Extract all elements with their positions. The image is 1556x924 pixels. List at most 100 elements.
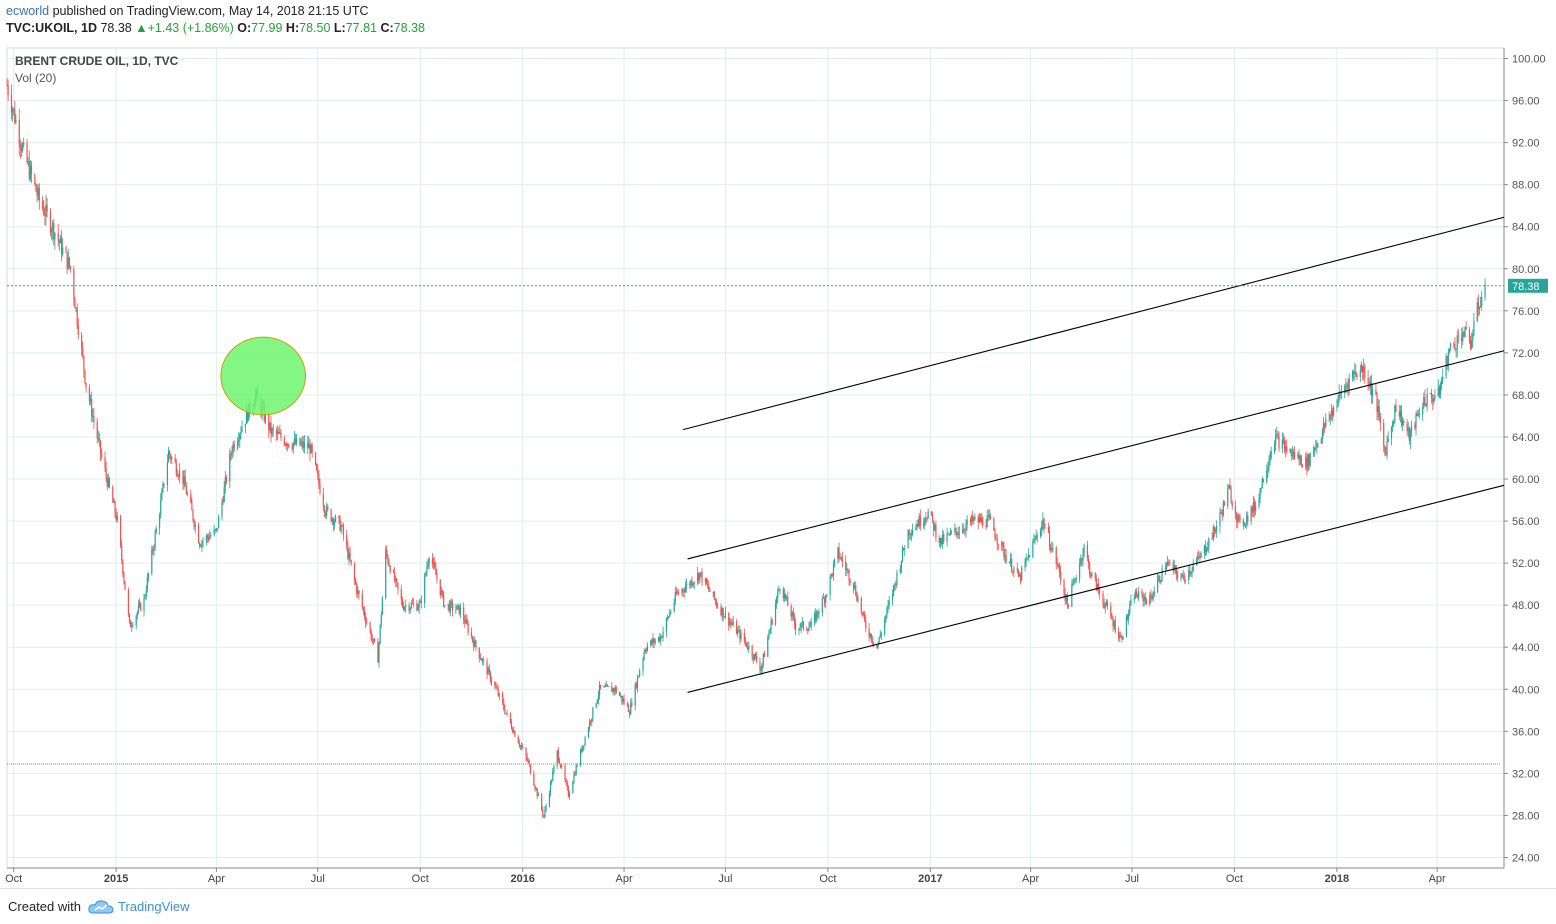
candle-body (120, 515, 122, 546)
candle-body (1216, 526, 1218, 532)
candle-body (855, 585, 857, 596)
drawing-annotations[interactable] (7, 216, 1505, 765)
candle-body (1065, 594, 1067, 601)
candle-body (506, 712, 508, 714)
tradingview-cloud-icon (88, 899, 114, 920)
candle-body (520, 745, 523, 748)
candle-body (1251, 507, 1253, 513)
candle-body (1237, 515, 1239, 522)
candle-body (465, 619, 467, 624)
candle-body (1353, 371, 1355, 374)
candle-body (206, 535, 209, 538)
candle-body (1338, 392, 1340, 401)
candle-body (449, 601, 451, 612)
candle-body (1364, 366, 1366, 378)
candle-body (411, 603, 414, 605)
candle-body (1221, 512, 1223, 516)
candle-body (957, 532, 959, 535)
candle-body (1200, 552, 1202, 558)
candle-body (310, 444, 312, 454)
candle-body (1149, 594, 1151, 604)
candle-body (1156, 580, 1159, 593)
candle-body (6, 84, 8, 86)
candle-body (611, 686, 613, 692)
candle-body (498, 693, 500, 696)
candle-body (1110, 606, 1112, 617)
candle-body (1395, 405, 1397, 412)
candle-body (1009, 558, 1012, 564)
candle-body (527, 760, 529, 762)
candle-body (1032, 541, 1034, 558)
candle-body (689, 583, 691, 586)
candle-body (768, 633, 770, 639)
candle-body (856, 595, 858, 601)
candle-body (420, 600, 422, 604)
candle-body (395, 578, 397, 581)
candle-body (996, 539, 998, 544)
candle-body (818, 612, 820, 614)
candle-body (787, 596, 789, 606)
candle-body (239, 434, 241, 441)
candle-body (865, 620, 867, 629)
legend-title[interactable]: BRENT CRUDE OIL, 1D, TVC (15, 54, 179, 68)
y-tick-label: 24.00 (1512, 852, 1540, 864)
candle-body (1316, 443, 1318, 448)
candle-body (1377, 406, 1379, 413)
candle-body (104, 457, 106, 468)
candle-body (268, 414, 270, 431)
candle-body (1437, 387, 1439, 396)
candle-body (105, 467, 107, 477)
candle-body (114, 501, 116, 514)
candle-body (763, 653, 766, 657)
candle-body (1434, 395, 1436, 399)
candle-body (44, 214, 46, 217)
candle-body (544, 809, 546, 817)
candle-body (1083, 544, 1085, 554)
y-axis[interactable]: 24.00 28.00 32.00 36.00 40.00 44.00 48.00 52.00… (1503, 48, 1548, 868)
candle-body (1189, 570, 1191, 574)
candle-body (1422, 407, 1424, 415)
tradingview-link[interactable]: TradingView (118, 899, 190, 914)
candle-body (821, 598, 823, 613)
candle-body (1314, 448, 1316, 452)
candle-body (831, 573, 833, 576)
candle-body (1227, 488, 1229, 506)
candle-body (1410, 425, 1413, 431)
candle-body (1143, 597, 1145, 602)
candle-body (639, 670, 641, 677)
candle-body (1021, 567, 1023, 581)
candle-body (288, 443, 290, 447)
candle-body (636, 677, 639, 688)
candle-body (443, 592, 445, 607)
candle-body (1229, 484, 1231, 490)
candle-body (807, 629, 809, 631)
candle-body (1242, 520, 1244, 526)
candle-body (183, 476, 185, 484)
candle-body (1167, 562, 1169, 566)
candle-body (1103, 603, 1105, 608)
candle-body (529, 764, 532, 774)
low-value: 77.81 (345, 21, 377, 35)
candle-body (605, 684, 607, 687)
candle-body (575, 765, 577, 776)
candle-body (18, 119, 20, 145)
candle-body (558, 760, 561, 765)
candle-body (478, 647, 480, 659)
author-link[interactable]: ecworld (6, 4, 50, 18)
candle-body (1375, 389, 1377, 395)
candle-body (1102, 593, 1104, 604)
candle-body (915, 527, 917, 531)
candle-body (30, 165, 33, 175)
candle-body (455, 609, 457, 611)
candle-body (1306, 456, 1308, 470)
candle-body (81, 335, 83, 348)
candle-body (350, 560, 352, 564)
candle-body (323, 506, 326, 513)
candle-body (1090, 574, 1092, 577)
candle-body (536, 788, 538, 797)
candle-body (1173, 565, 1175, 571)
candle-body (1406, 423, 1408, 432)
legend-indicator[interactable]: Vol (20) (15, 71, 57, 85)
candle-body (761, 663, 763, 670)
